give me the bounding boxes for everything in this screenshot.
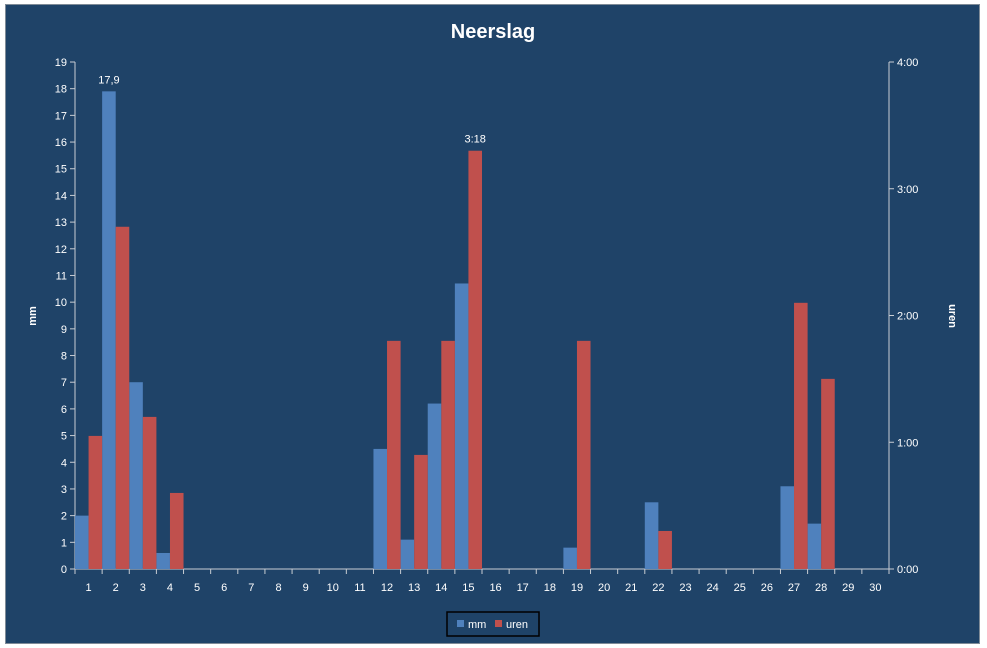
bar-uren: [115, 226, 130, 569]
bar-mm: [454, 283, 469, 569]
y-tick-label: 18: [55, 84, 67, 96]
y-axis-title: mm: [27, 306, 39, 326]
legend: mm uren: [446, 611, 540, 637]
x-tick-label: 20: [598, 582, 610, 594]
y-tick-label: 16: [55, 137, 67, 149]
y2-tick-label: 4:00: [897, 57, 918, 69]
x-tick-label: 4: [167, 582, 173, 594]
legend-swatch-mm: [457, 620, 464, 627]
rainfall-chart: Neerslag mm uren 01234567891011121314151…: [27, 21, 958, 637]
bar-uren: [441, 340, 455, 569]
y-tick-label: 1: [61, 537, 67, 549]
x-tick-label: 18: [544, 582, 556, 594]
bar-mm: [807, 523, 822, 569]
x-tick-label: 2: [113, 582, 119, 594]
bar-uren: [414, 454, 428, 569]
bar-mm: [102, 91, 116, 569]
x-tick-label: 22: [652, 582, 664, 594]
y2-tick-label: 2:00: [897, 311, 918, 323]
y-tick-label: 6: [61, 404, 67, 416]
x-tick-label: 21: [625, 582, 637, 594]
bar-uren: [794, 302, 808, 569]
x-tick-label: 9: [303, 582, 309, 594]
bar-mm: [373, 448, 388, 569]
x-tick-label: 27: [788, 582, 800, 594]
bar-uren: [169, 492, 184, 569]
x-tick-label: 11: [354, 582, 365, 594]
x-tick-label: 3: [140, 582, 146, 594]
chart-frame: Neerslag mm uren 0 1 2 3 4 5 6 7 8 9 10 11 12 13 14 15 1…: [5, 4, 980, 644]
x-tick-label: 24: [707, 582, 719, 594]
y-tick-label: 5: [61, 431, 67, 443]
x-tick-label: 14: [435, 582, 447, 594]
x-tick-label: 25: [734, 582, 746, 594]
bar-uren: [142, 416, 157, 569]
data-label: 3:18: [465, 134, 486, 146]
x-tick-label: 10: [327, 582, 339, 594]
y-tick-label: 3: [61, 484, 67, 496]
y-tick-label: 12: [55, 244, 67, 256]
x-tick-label: 16: [489, 582, 501, 594]
chart-title: Neerslag: [451, 21, 536, 43]
x-tick-label: 19: [571, 582, 583, 594]
x-tick-label: 8: [275, 582, 281, 594]
x-tick-label: 12: [381, 582, 393, 594]
bar-uren: [387, 340, 401, 569]
x-tick-label: 5: [194, 582, 200, 594]
x-tick-label: 6: [221, 582, 227, 594]
y-tick-label: 0: [61, 564, 67, 576]
x-tick-label: 30: [869, 582, 881, 594]
y-tick-label: 2: [61, 511, 67, 523]
y2-tick-label: 3:00: [897, 184, 918, 196]
y2-tick-label: 0:00: [897, 564, 918, 576]
x-tick-label: 23: [679, 582, 691, 594]
y-tick-label: 8: [61, 351, 67, 363]
x-tick-label: 28: [815, 582, 827, 594]
x-tick-label: 13: [408, 582, 420, 594]
bar-uren: [576, 340, 591, 569]
bar-uren: [88, 435, 103, 569]
y-tick-label: 14: [55, 190, 67, 202]
y2-tick-label: 1:00: [897, 437, 918, 449]
legend-label-mm: mm: [468, 619, 486, 631]
bar-mm: [156, 552, 170, 569]
bar-mm: [427, 403, 442, 569]
x-tick-label: 29: [842, 582, 854, 594]
bar-mm: [644, 502, 659, 569]
y-tick-label: 10: [55, 297, 67, 309]
x-tick-label: 1: [86, 582, 92, 594]
y-tick-label: 11: [56, 270, 67, 282]
y2-axis-title: uren: [946, 304, 958, 328]
x-tick-label: 17: [517, 582, 529, 594]
x-tick-label: 15: [462, 582, 474, 594]
y-tick-label: 9: [61, 324, 67, 336]
x-tick-label: 7: [248, 582, 254, 594]
y-tick-label: 19: [55, 57, 67, 69]
y-tick-label: 15: [55, 164, 67, 176]
legend-swatch-uren: [495, 620, 502, 627]
y-tick-label: 13: [55, 217, 67, 229]
bar-mm: [780, 486, 795, 569]
bar-mm: [400, 539, 415, 569]
y-tick-label: 4: [61, 457, 67, 469]
x-tick-label: 26: [761, 582, 773, 594]
bar-mm: [75, 515, 89, 569]
bar-mm: [563, 547, 577, 569]
data-label: 17,9: [98, 74, 119, 86]
y-tick-label: 17: [55, 110, 67, 122]
bar-uren: [821, 378, 835, 569]
bar-mm: [129, 382, 143, 569]
legend-label-uren: uren: [506, 619, 528, 631]
bar-uren: [658, 530, 672, 569]
bar-uren: [468, 150, 482, 569]
y-tick-label: 7: [61, 377, 67, 389]
